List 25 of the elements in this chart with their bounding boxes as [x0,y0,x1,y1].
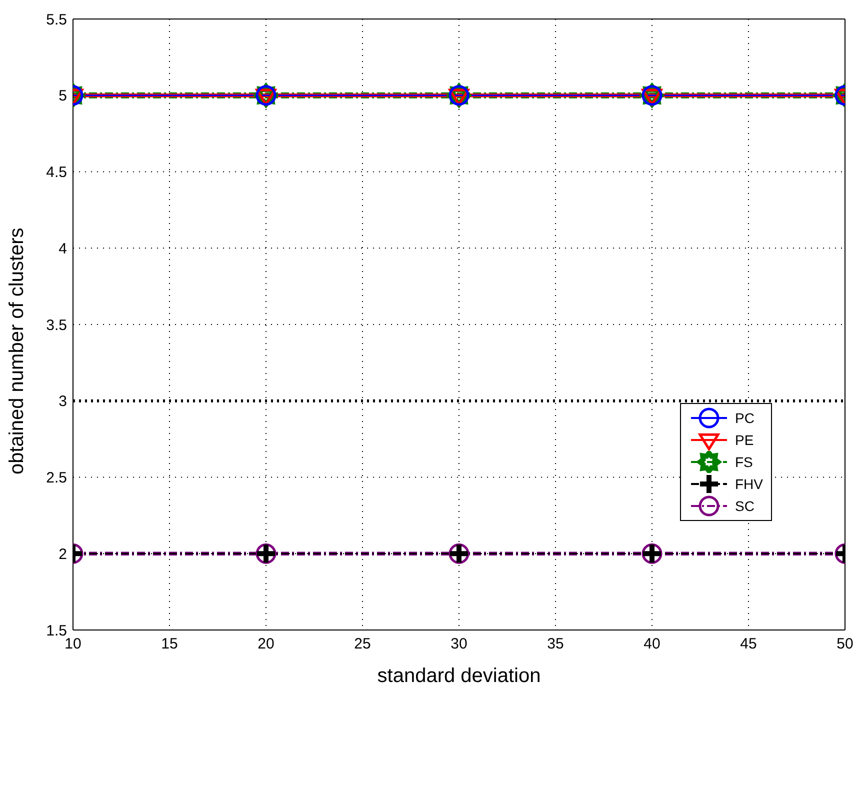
y-tick-label: 4.5 [46,164,67,182]
x-tick-label: 50 [836,636,854,653]
x-tick-label: 40 [644,636,660,653]
y-tick-label: 3 [58,393,67,410]
y-tick-label: 2.5 [46,470,67,487]
legend-label: SC [735,498,754,514]
y-tick-label: 2 [58,546,67,563]
y-tick-label: 3.5 [46,316,67,334]
x-tick-label: 35 [547,636,564,653]
y-axis-title: obtained number of clusters [6,228,28,474]
x-tick-label: 25 [354,636,371,653]
x-tick-label: 30 [450,636,468,653]
legend-label: PE [735,432,754,448]
y-tick-label: 4 [58,240,67,258]
x-tick-label: 20 [258,636,274,653]
y-tick-label: 5.5 [46,11,67,28]
legend-label: FHV [735,476,763,492]
x-axis-title: standard deviation [377,665,541,688]
legend-label: PC [735,410,754,426]
x-tick-label: 15 [161,636,178,653]
x-tick-label: 10 [64,636,82,653]
legend-label: FS [735,454,753,470]
y-tick-label: 1.5 [46,622,67,640]
x-tick-label: 45 [740,636,757,653]
y-tick-label: 5 [58,88,67,105]
